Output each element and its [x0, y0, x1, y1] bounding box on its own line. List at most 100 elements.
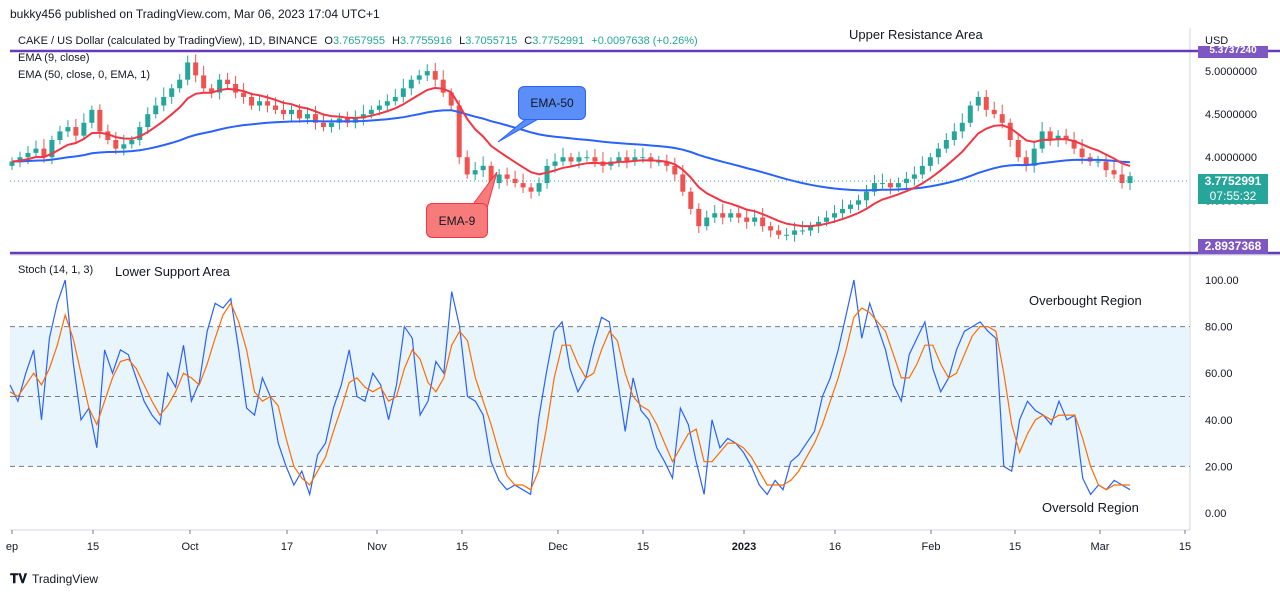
high-value: 3.7755916 — [400, 35, 452, 47]
resistance-price-tag: 5.3737240 — [1198, 46, 1268, 58]
change-value: +0.0097638 (+0.26%) — [591, 35, 698, 47]
candle-body — [201, 75, 207, 89]
candle-body — [1095, 161, 1101, 163]
candle-body — [1071, 140, 1077, 149]
stoch-tick-label: 0.00 — [1205, 508, 1226, 520]
candle-body — [768, 226, 774, 231]
candle-body — [424, 71, 430, 76]
ema9-legend[interactable]: EMA (9, close) — [18, 52, 90, 64]
candle-body — [241, 92, 247, 97]
lower-support-label: Lower Support Area — [115, 264, 230, 279]
candle-body — [816, 221, 822, 227]
candle-body — [616, 157, 622, 162]
tradingview-logo[interactable]: 𝐓𝐕 TradingView — [10, 571, 98, 587]
candle-body — [664, 161, 670, 166]
candle-body — [25, 152, 31, 158]
candle-body — [328, 122, 334, 128]
time-tick-label: 15 — [87, 541, 99, 553]
candle-body — [656, 161, 662, 163]
candle-body — [49, 140, 55, 158]
time-tick-label: Dec — [548, 541, 568, 553]
ema9-callout: EMA-9 — [426, 203, 488, 238]
candle-body — [137, 127, 143, 140]
candle-body — [776, 230, 782, 235]
candle-body — [784, 234, 790, 236]
candle-body — [760, 217, 766, 227]
candle-body — [480, 165, 486, 171]
low-value: 3.7055715 — [465, 35, 518, 47]
candle-body — [919, 165, 925, 175]
current-price-tag: 3.7752991 — [1198, 174, 1268, 189]
candle-body — [720, 213, 726, 218]
candle-body — [887, 183, 893, 188]
candle-body — [935, 148, 941, 158]
candle-body — [576, 157, 582, 162]
close-value: 3.7752991 — [532, 35, 585, 47]
close-label: C — [524, 35, 533, 47]
candle-body — [1119, 174, 1125, 184]
stoch-tick-label: 80.00 — [1205, 322, 1233, 334]
price-tick-label: 5.0000000 — [1205, 66, 1257, 78]
candle-body — [281, 109, 287, 115]
candle-body — [879, 183, 885, 185]
candle-body — [217, 79, 223, 93]
candle-body — [840, 208, 846, 214]
candle-body — [97, 109, 103, 132]
stoch-legend[interactable]: Stoch (14, 1, 3) — [18, 264, 94, 276]
candle-body — [911, 174, 917, 179]
candle-body — [1079, 148, 1085, 158]
candle-body — [895, 183, 901, 188]
candle-body — [113, 140, 119, 149]
candle-body — [1015, 140, 1021, 158]
candle-body — [704, 217, 710, 227]
tradingview-icon: 𝐓𝐕 — [10, 571, 27, 586]
time-tick-label: 17 — [281, 541, 293, 553]
candle-body — [129, 140, 135, 145]
candle-body — [967, 105, 973, 123]
candle-body — [943, 140, 949, 149]
candle-body — [552, 161, 558, 166]
candle-body — [289, 109, 294, 115]
candle-body — [744, 217, 750, 222]
candle-body — [41, 148, 47, 158]
price-tick-label: 4.5000000 — [1205, 109, 1257, 121]
candle-body — [121, 144, 127, 149]
time-tick-label: 2023 — [732, 541, 756, 553]
stoch-tick-label: 20.00 — [1205, 461, 1233, 473]
candle-body — [927, 157, 933, 166]
candle-body — [392, 96, 398, 102]
candle-body — [400, 88, 406, 97]
candle-body — [1063, 135, 1069, 140]
ema50-line — [11, 109, 1131, 192]
candle-body — [496, 174, 502, 184]
symbol-label[interactable]: CAKE / US Dollar (calculated by TradingV… — [18, 35, 318, 47]
candle-body — [855, 200, 861, 205]
candle-body — [65, 127, 71, 132]
time-tick-label: 15 — [637, 541, 649, 553]
high-label: H — [392, 35, 400, 47]
candle-body — [712, 213, 718, 218]
candle-body — [257, 101, 263, 106]
open-value: 3.7657955 — [332, 35, 385, 47]
candle-body — [312, 114, 318, 123]
stoch-tick-label: 40.00 — [1205, 415, 1233, 427]
candle-body — [536, 183, 542, 192]
upper-resistance-label: Upper Resistance Area — [849, 27, 983, 42]
candle-body — [648, 157, 654, 162]
candle-body — [592, 157, 598, 162]
time-tick-label: 15 — [1179, 541, 1191, 553]
time-tick-label: Oct — [181, 541, 198, 553]
candle-body — [512, 178, 518, 184]
candle-body — [384, 101, 390, 106]
candle-body — [688, 191, 694, 209]
candle-body — [161, 96, 167, 106]
candle-body — [368, 109, 374, 115]
candle-body — [848, 204, 853, 209]
candle-body — [169, 88, 175, 97]
candle-body — [1007, 122, 1013, 140]
candle-body — [145, 114, 151, 128]
candle-body — [696, 208, 702, 227]
ema50-legend[interactable]: EMA (50, close, 0, EMA, 1) — [18, 69, 151, 81]
time-tick-label: 15 — [456, 541, 468, 553]
